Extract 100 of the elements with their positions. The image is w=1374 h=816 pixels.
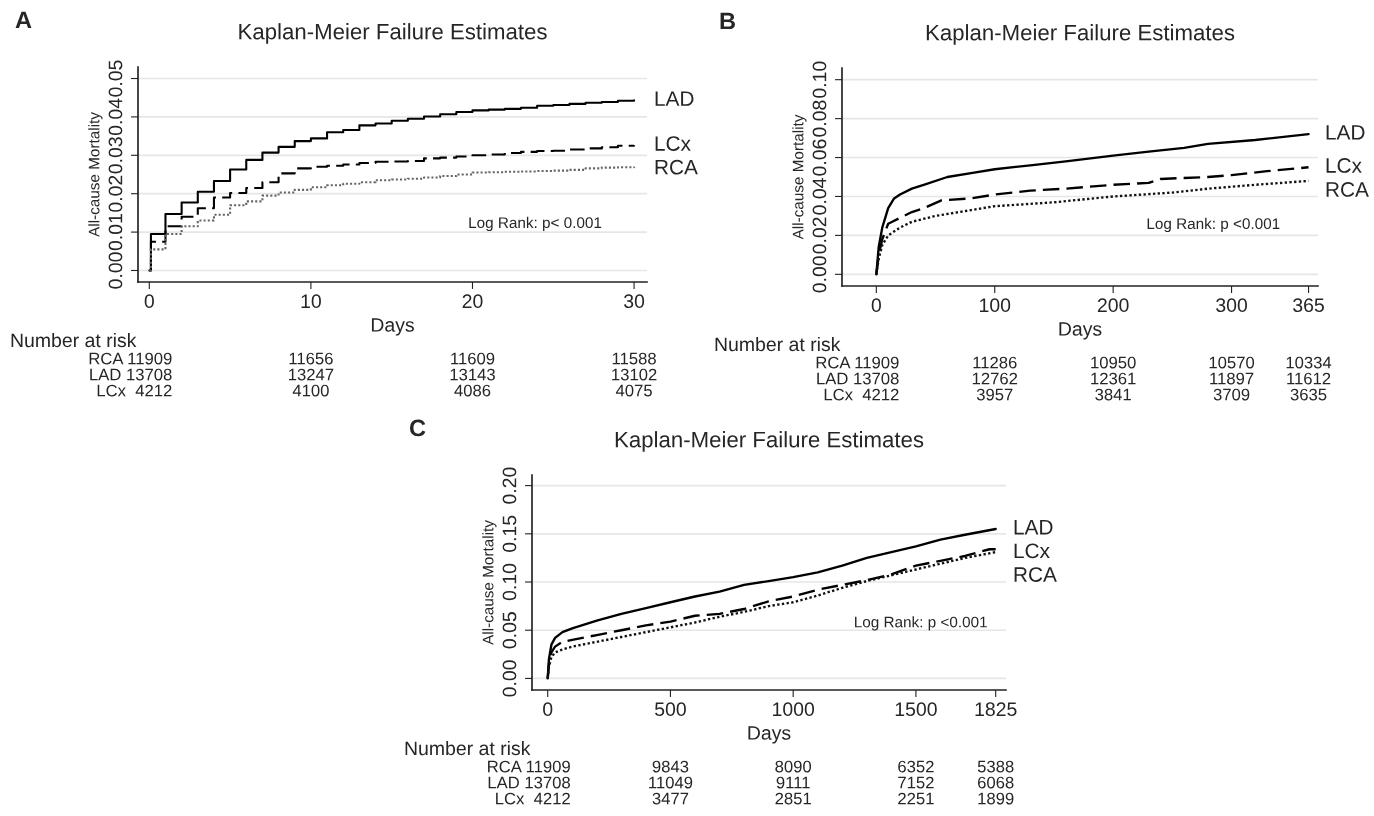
x-tick-label: 100	[980, 298, 1011, 313]
y-tick-label: 0.01	[108, 214, 123, 251]
x-tick-label: 0	[144, 294, 154, 309]
text: 3477	[652, 792, 689, 805]
series-label: RCA	[1326, 182, 1369, 197]
y-tick-label: 0.02	[812, 217, 827, 254]
text: LCx 4212	[824, 388, 899, 401]
y-tick-label: 0.15	[502, 515, 517, 552]
text: 11897	[1210, 372, 1254, 385]
text: Number at risk	[715, 336, 841, 352]
text: 8090	[775, 760, 812, 773]
text: 3635	[1290, 388, 1327, 401]
y-tick-label: 0.10	[502, 563, 517, 601]
y-tick-label: 0.20	[502, 467, 517, 504]
text: 12361	[1091, 372, 1136, 385]
text: 11049	[649, 776, 693, 789]
y-tick-label: 0.04	[108, 98, 123, 136]
chart-title: Kaplan-Meier Failure Estimates	[239, 23, 547, 44]
text: 11612	[1287, 372, 1331, 385]
series-label: LAD	[1014, 520, 1053, 535]
x-tick-label: 300	[1216, 298, 1248, 313]
y-tick-label: 0.10	[812, 61, 827, 98]
y-tick-label: 0.05	[502, 612, 517, 649]
chart-title: Kaplan-Meier Failure Estimates	[615, 431, 924, 452]
x-tick-label: 500	[655, 702, 686, 717]
x-axis-title: Days	[371, 318, 414, 336]
text: 10950	[1091, 356, 1136, 369]
text: 6068	[978, 776, 1014, 789]
x-tick-label: 1825	[975, 702, 1017, 717]
x-tick-label: 30	[624, 294, 645, 309]
series-label: RCA	[1014, 567, 1057, 582]
series-label: LCx	[655, 136, 691, 151]
text: 9843	[652, 760, 689, 773]
text: 10334	[1286, 356, 1332, 369]
text: RCA 11909	[89, 352, 172, 365]
y-tick-label: 0.04	[812, 178, 827, 215]
x-tick-label: 20	[462, 294, 483, 309]
text: 6352	[898, 760, 934, 773]
text: 3841	[1095, 388, 1131, 401]
series-label: LCx	[1014, 543, 1050, 559]
y-axis-title: All-cause Mortality	[88, 112, 103, 237]
x-tick-label: 10	[301, 294, 321, 309]
series-label: LAD	[1326, 125, 1365, 140]
text: 11588	[612, 352, 656, 365]
y-axis-title: All-cause Mortality	[482, 520, 497, 645]
x-tick-label: 1500	[895, 702, 937, 717]
text: 12762	[972, 372, 1018, 385]
text: Number at risk	[405, 740, 531, 756]
text: 13247	[289, 368, 334, 381]
y-tick-label: 0.06	[812, 139, 827, 176]
text: 2251	[898, 792, 934, 805]
text: 10570	[1209, 356, 1255, 369]
text: LAD 13708	[90, 368, 172, 381]
text: RCA 11909	[488, 760, 570, 773]
text: LAD 13708	[817, 372, 899, 385]
text: 11609	[451, 352, 495, 365]
text: 7152	[898, 776, 934, 789]
text: 5388	[977, 760, 1014, 773]
text: 1899	[978, 792, 1014, 805]
text: 4100	[292, 384, 329, 397]
series-label: LCx	[1326, 158, 1362, 173]
x-tick-label: 200	[1097, 298, 1129, 313]
y-tick-label: 0.00	[502, 660, 517, 697]
text: 9111	[776, 776, 810, 789]
text: LCx 4212	[97, 384, 172, 397]
y-tick-label: 0.08	[812, 100, 827, 137]
text: 4086	[454, 384, 491, 397]
y-tick-label: 0.03	[108, 137, 123, 174]
text: 3709	[1213, 388, 1250, 401]
series-label: RCA	[655, 159, 698, 175]
series-label: LAD	[655, 91, 694, 106]
text: B	[720, 12, 735, 30]
text: LAD 13708	[488, 776, 570, 789]
x-axis-title: Days	[1059, 322, 1102, 340]
text: 4075	[615, 384, 652, 397]
annotation: Log Rank: p< 0.001	[469, 216, 602, 232]
text: 11286	[973, 356, 1017, 369]
x-tick-label: 0	[871, 298, 881, 313]
text: Number at risk	[11, 332, 137, 348]
x-tick-label: 0	[543, 702, 553, 717]
y-axis-title: All-cause Mortality	[792, 114, 807, 240]
text: 2851	[775, 792, 811, 805]
x-tick-label: 365	[1293, 298, 1324, 313]
text: RCA 11909	[816, 356, 899, 369]
annotation: Log Rank: p <0.001	[855, 616, 987, 631]
annotation: Log Rank: p <0.001	[1147, 217, 1280, 233]
text: C	[409, 419, 426, 437]
text: 13102	[612, 368, 657, 381]
text: A	[15, 11, 32, 29]
x-tick-label: 1000	[773, 702, 815, 717]
text: 13143	[450, 368, 495, 381]
y-tick-label: 0.02	[108, 175, 123, 212]
y-tick-label: 0.05	[108, 60, 123, 97]
text: 11656	[289, 352, 333, 365]
y-tick-label: 0.00	[812, 256, 827, 293]
y-tick-label: 0.00	[108, 252, 123, 289]
text: LCx 4212	[496, 792, 570, 805]
text: 3957	[976, 388, 1013, 401]
x-axis-title: Days	[748, 726, 791, 744]
chart-title: Kaplan-Meier Failure Estimates	[926, 24, 1235, 45]
